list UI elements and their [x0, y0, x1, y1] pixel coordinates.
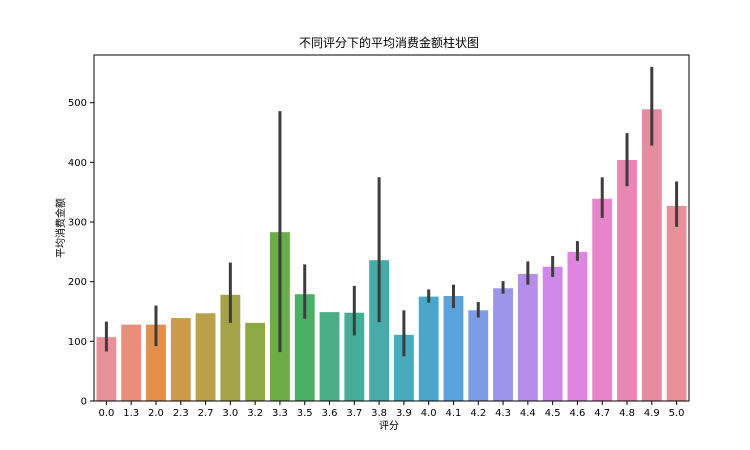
x-tick-label: 3.7 [346, 408, 362, 419]
x-tick-label: 5.0 [669, 408, 685, 419]
x-tick-label: 3.5 [297, 408, 313, 419]
bar-4.6 [567, 251, 588, 401]
plot-frame [93, 54, 690, 402]
x-tick-label: 2.3 [173, 408, 189, 419]
bar-4.8 [617, 159, 637, 401]
bar-4.9 [641, 109, 662, 401]
x-tick-label: 0.0 [98, 408, 114, 419]
bar-3.6 [319, 312, 340, 401]
bar-4.7 [592, 198, 613, 401]
bar-3.8 [369, 260, 390, 401]
x-tick-label: 3.3 [272, 408, 288, 419]
x-tick-label: 4.6 [569, 408, 585, 419]
x-tick-label: 4.0 [421, 408, 437, 419]
bar-5.0 [666, 205, 687, 401]
bar-4.1 [443, 296, 464, 401]
x-tick-label: 2.7 [198, 408, 214, 419]
bar-3.2 [245, 322, 266, 401]
y-tick-label: 200 [68, 277, 87, 288]
x-axis-label: 评分 [379, 420, 399, 432]
bar-4.5 [542, 266, 563, 401]
x-tick-label: 4.8 [619, 408, 635, 419]
bar-4.4 [517, 273, 538, 401]
x-tick-label: 4.7 [594, 408, 610, 419]
bar-3.7 [344, 312, 365, 401]
y-tick-label: 100 [68, 337, 87, 348]
x-tick-label: 1.3 [123, 408, 139, 419]
bar-2.0 [146, 324, 166, 401]
error-bars-group [104, 66, 679, 357]
bar-2.7 [195, 313, 216, 401]
y-axis-label: 平均消费金额 [54, 198, 67, 258]
bar-0.0 [96, 337, 117, 401]
x-tick-label: 4.5 [545, 408, 561, 419]
x-tick-label: 3.0 [222, 408, 238, 419]
bar-2.3 [170, 318, 191, 401]
bar-4.2 [468, 310, 489, 401]
x-tick-label: 4.4 [520, 408, 536, 419]
x-tick-label: 4.1 [446, 408, 462, 419]
bars-group [96, 109, 687, 401]
bar-1.3 [121, 324, 142, 401]
x-tick-label: 4.3 [495, 408, 511, 419]
x-tick-label: 2.0 [148, 408, 164, 419]
bar-4.3 [493, 288, 513, 401]
y-tick-label: 0 [81, 397, 87, 408]
y-tick-label: 400 [68, 158, 87, 169]
x-tick-label: 3.9 [396, 408, 412, 419]
bar-3.5 [294, 294, 315, 401]
bar-4.0 [418, 296, 439, 401]
bar-3.0 [220, 294, 241, 401]
x-axis: 0.0 1.3 2.0 2.3 2.7 3.0 3.2 3.3 3.5 3.6 3.7 3.8 3.9 4… [98, 401, 685, 419]
y-axis: 0 100 200 300 400 500 [68, 98, 94, 408]
chart-title: 不同评分下的平均消费金额柱状图 [299, 35, 479, 50]
x-tick-label: 4.2 [470, 408, 486, 419]
y-tick-label: 500 [68, 98, 87, 109]
x-tick-label: 3.2 [247, 408, 263, 419]
x-tick-label: 3.8 [371, 408, 387, 419]
x-tick-label: 3.6 [322, 408, 338, 419]
bar-3.9 [393, 334, 414, 401]
x-tick-label: 4.9 [644, 408, 660, 419]
y-tick-label: 300 [68, 218, 87, 229]
